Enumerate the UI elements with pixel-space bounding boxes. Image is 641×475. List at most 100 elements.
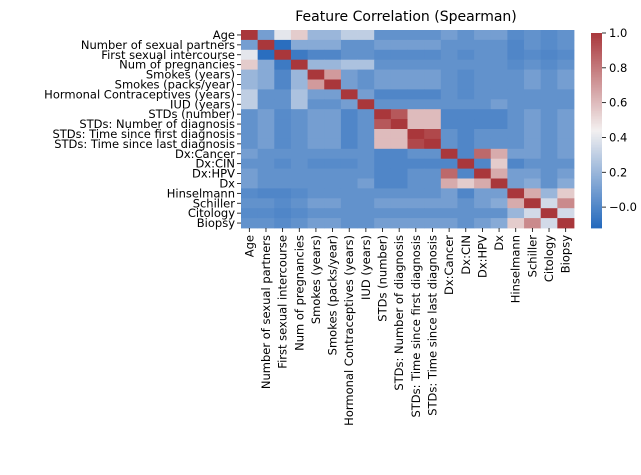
heatmap-cell <box>540 79 558 90</box>
heatmap-cell <box>490 30 508 41</box>
heatmap-cell <box>340 99 358 110</box>
heatmap-cell <box>374 89 392 100</box>
heatmap-cell <box>424 49 442 61</box>
heatmap-cell <box>257 39 275 51</box>
heatmap-cell <box>474 69 492 80</box>
colorbar-segment <box>591 184 602 187</box>
heatmap-cell <box>390 39 408 51</box>
heatmap-cell <box>424 109 442 120</box>
heatmap-cell <box>357 79 375 90</box>
heatmap-cell <box>324 79 342 90</box>
colorbar-segment <box>591 57 602 60</box>
colorbar-segment <box>591 135 602 138</box>
colorbar-segment <box>591 102 602 105</box>
heatmap-cell <box>424 129 442 140</box>
colorbar-segment <box>591 75 602 78</box>
column-label: Age <box>242 235 256 257</box>
heatmap-cell <box>274 178 292 189</box>
colorbar-segment <box>591 52 602 55</box>
heatmap-cell <box>524 89 542 100</box>
heatmap-cell <box>557 138 575 150</box>
colorbar-segment <box>591 171 602 174</box>
colorbar-segment <box>591 62 602 65</box>
heatmap-cell <box>274 208 292 219</box>
heatmap-cell <box>307 69 325 80</box>
heatmap-cell <box>424 148 442 160</box>
heatmap-cell <box>407 89 425 100</box>
heatmap-cell <box>340 168 358 179</box>
heatmap-cell <box>440 59 458 70</box>
heatmap-cell <box>290 158 308 169</box>
heatmap-cell <box>557 109 575 120</box>
heatmap-cell <box>390 49 408 61</box>
heatmap-cell <box>407 188 425 199</box>
colorbar-segment <box>591 93 602 96</box>
heatmap-cell <box>540 89 558 100</box>
heatmap-cell <box>257 59 275 70</box>
colorbar-segment <box>591 137 602 140</box>
colorbar-segment <box>591 163 602 166</box>
heatmap-cell <box>524 198 542 209</box>
colorbar-segment <box>591 54 602 57</box>
heatmap-cell <box>374 178 392 189</box>
heatmap-cell <box>290 99 308 110</box>
heatmap-cell <box>474 188 492 199</box>
heatmap-cell <box>540 178 558 189</box>
heatmap-cell <box>474 99 492 110</box>
colorbar-segment <box>591 219 602 222</box>
heatmap-cell <box>357 168 375 179</box>
colorbar-tick-label: −0.0 <box>609 200 637 214</box>
heatmap-cell <box>424 138 442 150</box>
colorbar-segment <box>591 226 602 229</box>
column-labels: Age Number of sexual partners First sexual… <box>242 228 573 426</box>
colorbar-segment <box>591 216 602 219</box>
colorbar-segment <box>591 55 602 58</box>
column-label: Biopsy <box>559 235 573 273</box>
heatmap-cell <box>424 178 442 189</box>
heatmap-cell <box>241 208 259 219</box>
heatmap-cell <box>474 138 492 150</box>
colorbar-segment <box>591 218 602 221</box>
colorbar-segment <box>591 169 602 172</box>
heatmap-cell <box>257 109 275 120</box>
heatmap-cell <box>324 178 342 189</box>
heatmap-cell <box>440 218 458 229</box>
heatmap-cell <box>307 129 325 140</box>
heatmap-cell <box>390 198 408 209</box>
heatmap-cell <box>390 218 408 229</box>
heatmap-cell <box>540 109 558 120</box>
colorbar-segment <box>591 221 602 224</box>
colorbar-segment <box>591 115 602 118</box>
colorbar-segment <box>591 111 602 114</box>
heatmap-cell <box>474 89 492 100</box>
row-label: Dx:Cancer <box>175 147 235 161</box>
heatmap-cell <box>490 168 508 179</box>
colorbar-segment <box>591 192 602 195</box>
heatmap-cell <box>357 69 375 80</box>
heatmap-cell <box>440 49 458 61</box>
colorbar-segment <box>591 203 602 206</box>
heatmap-cell <box>241 188 259 199</box>
colorbar-segment <box>591 190 602 193</box>
heatmap-cell <box>357 158 375 169</box>
colorbar-segment <box>591 211 602 214</box>
heatmap-cell <box>407 218 425 229</box>
heatmap-cell <box>357 188 375 199</box>
heatmap-cell <box>307 109 325 120</box>
heatmap-cell <box>241 79 259 90</box>
heatmap-cell <box>557 158 575 169</box>
colorbar-segment <box>591 195 602 198</box>
heatmap-cell <box>557 168 575 179</box>
heatmap-cell <box>457 89 475 100</box>
column-label: Hinselmann <box>509 235 523 303</box>
column-label: Dx <box>492 235 506 251</box>
heatmap-cell <box>357 208 375 219</box>
colorbar-segment <box>591 99 602 102</box>
heatmap-cell <box>490 99 508 110</box>
heatmap-cell <box>524 69 542 80</box>
colorbar-segment <box>591 224 602 227</box>
heatmap-cell <box>540 158 558 169</box>
heatmap-cell <box>241 59 259 70</box>
heatmap-cell <box>241 49 259 61</box>
heatmap-cell <box>390 59 408 70</box>
